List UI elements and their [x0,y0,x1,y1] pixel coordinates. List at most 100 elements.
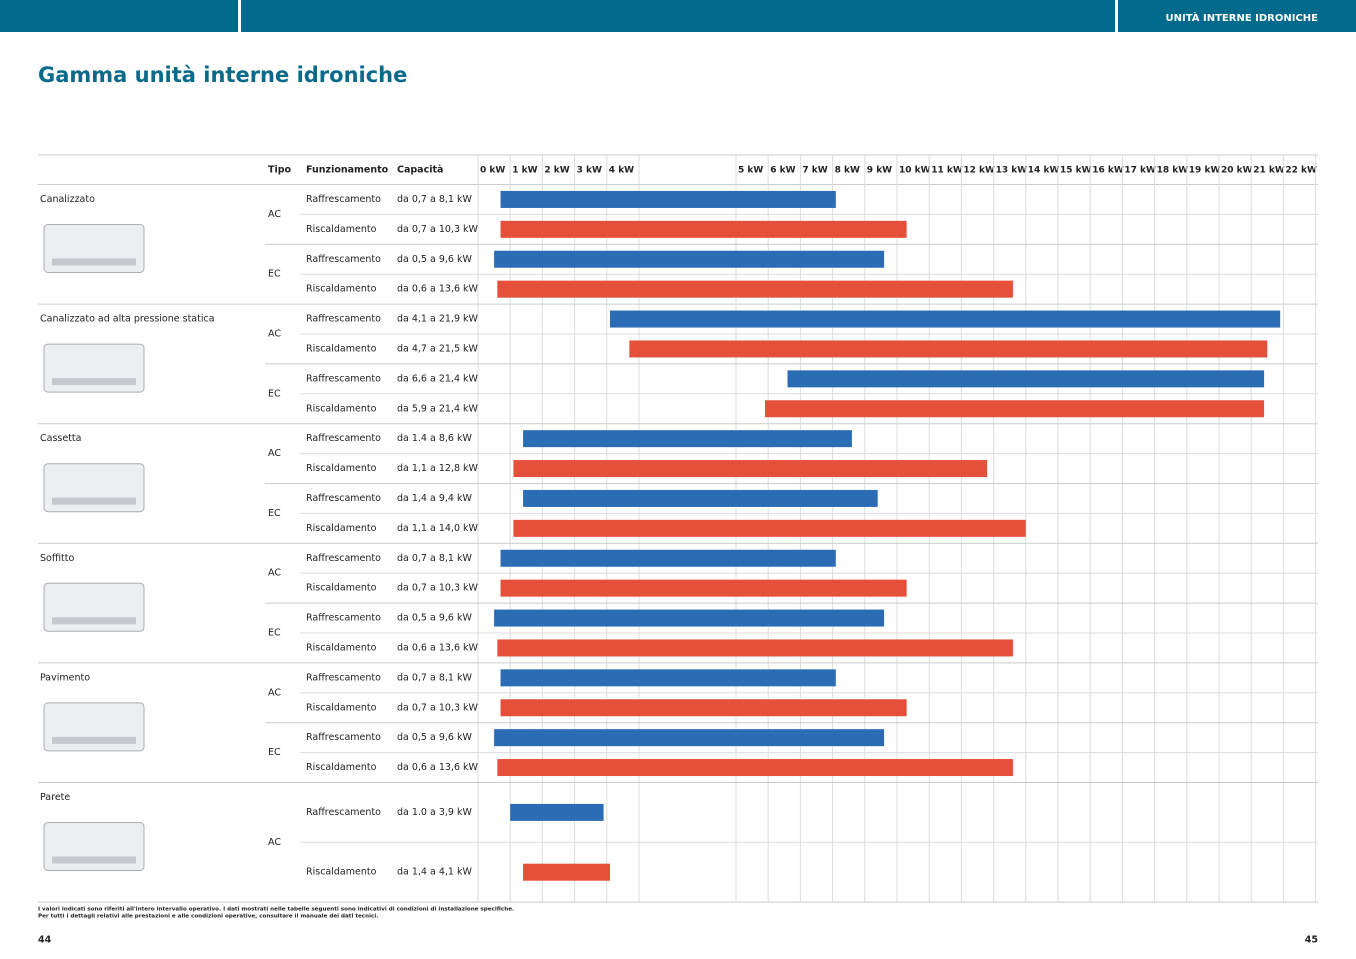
product-image-detail [52,856,136,864]
function: Raffrescamento [306,613,381,624]
scale-label: 16 kW [1092,166,1124,176]
top-band [0,0,1356,32]
capacity: da 5,9 a 21,4 kW [397,403,479,414]
product-name: Canalizzato ad alta pressione statica [40,314,215,325]
capacity-bar [494,729,885,747]
capacity: da 4,1 a 21,9 kW [397,314,479,325]
function: Raffrescamento [306,493,381,504]
capacity-bar [764,400,1265,418]
column-header: Funzionamento [306,165,389,176]
capacity-bar [500,220,907,238]
scale-label: 1 kW [512,166,537,176]
scale-label: 5 kW [738,166,763,176]
product-name: Cassetta [40,433,81,444]
tipo: EC [268,269,281,280]
scale-label: 22 kW [1285,166,1317,176]
scale-label: 18 kW [1157,166,1189,176]
page-title: Gamma unità interne idroniche [38,63,407,87]
capacity-bar [500,190,836,208]
scale-label: 3 kW [577,166,602,176]
capacity-bar [629,340,1268,358]
scale-label: 8 kW [835,166,860,176]
function: Riscaldamento [306,284,377,295]
capacity: da 4,7 a 21,5 kW [397,343,479,354]
tipo: AC [268,448,281,459]
capacity-bar [513,519,1026,537]
capacity: da 0,7 a 10,3 kW [397,583,479,594]
scale-label: 11 kW [931,166,963,176]
capacity-bar [497,759,1013,777]
capacity: da 1.4 a 8,6 kW [397,433,472,444]
tipo: AC [268,687,281,698]
product-image-detail [52,258,136,266]
function: Raffrescamento [306,254,381,265]
capacity-bar [500,579,907,597]
capacity-bar [523,430,852,448]
capacity-bar [523,863,611,881]
column-header: Capacità [397,165,443,176]
tipo: AC [268,568,281,579]
function: Riscaldamento [306,867,377,878]
function: Raffrescamento [306,314,381,325]
function: Riscaldamento [306,702,377,713]
capacity: da 1,1 a 14,0 kW [397,523,479,534]
function: Riscaldamento [306,343,377,354]
scale-label: 15 kW [1060,166,1092,176]
capacity: da 1,4 a 9,4 kW [397,493,472,504]
capacity-bar [610,310,1281,328]
product-image-detail [52,497,136,505]
scale-label: 20 kW [1221,166,1253,176]
product-name: Pavimento [40,672,90,683]
scale-label: 4 kW [609,166,634,176]
product-image-detail [52,617,136,625]
capacity: da 1.0 a 3,9 kW [397,807,472,818]
scale-label: 2 kW [544,166,569,176]
function: Riscaldamento [306,224,377,235]
capacity-bar [523,489,878,507]
capacity-bar [500,669,836,687]
scale-label: 13 kW [996,166,1028,176]
function: Riscaldamento [306,642,377,653]
capacity-bar [494,609,885,627]
band-separator [238,0,241,32]
page-number: 44 [38,935,52,946]
scale-label: 0 kW [480,166,505,176]
capacity: da 0,5 a 9,6 kW [397,613,472,624]
capacity-bar [497,639,1013,657]
function: Riscaldamento [306,762,377,773]
footnote: I valori indicati sono riferiti all'inte… [38,907,514,913]
band-separator [1115,0,1118,32]
function: Raffrescamento [306,553,381,564]
function: Raffrescamento [306,807,381,818]
capacity-bar [497,280,1013,298]
capacity-bar [510,803,604,821]
footnote: Per tutti i dettagli relativi alle prest… [38,914,378,920]
product-image-detail [52,736,136,744]
capacity: da 0,7 a 10,3 kW [397,702,479,713]
capacity-bar [513,460,988,478]
scale-label: 10 kW [899,166,931,176]
capacity: da 0,7 a 8,1 kW [397,194,472,205]
tipo: EC [268,628,281,639]
capacity: da 0,7 a 10,3 kW [397,224,479,235]
tipo: AC [268,329,281,340]
capacity: da 0,6 a 13,6 kW [397,284,479,295]
section-label: UNITÀ INTERNE IDRONICHE [1166,11,1319,24]
capacity-bar [494,250,885,268]
tipo: EC [268,388,281,399]
product-name: Soffitto [40,553,74,564]
scale-label: 9 kW [867,166,892,176]
scale-label: 17 kW [1124,166,1156,176]
page-number: 45 [1305,935,1318,946]
capacity: da 0,7 a 8,1 kW [397,553,472,564]
capacity-bar [787,370,1265,388]
product-name: Canalizzato [40,194,95,205]
function: Raffrescamento [306,373,381,384]
capacity: da 0,5 a 9,6 kW [397,732,472,743]
scale-label: 21 kW [1253,166,1285,176]
tipo: EC [268,508,281,519]
column-header: Tipo [268,165,292,176]
function: Riscaldamento [306,583,377,594]
